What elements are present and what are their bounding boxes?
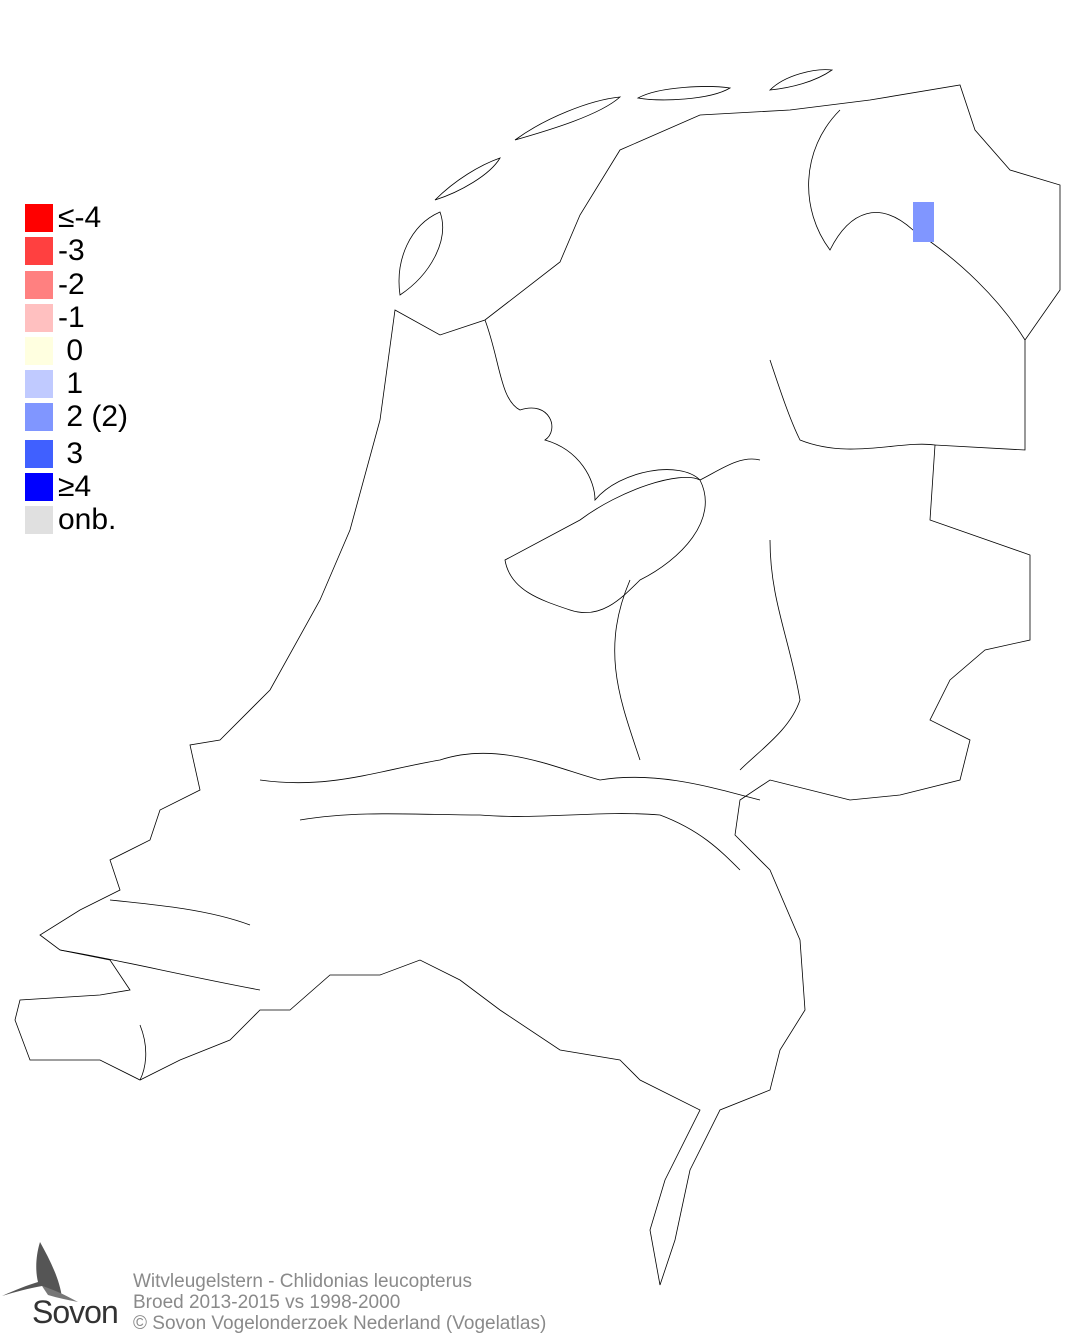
caption-title: Witvleugelstern - Chlidonias leucopterus	[133, 1271, 472, 1292]
island-ameland	[636, 86, 732, 101]
legend-item: ≤-4	[25, 201, 102, 234]
legend-label: ≤-4	[58, 201, 102, 234]
caption-copyright: © Sovon Vogelonderzoek Nederland (Vogela…	[133, 1313, 547, 1334]
island-terschelling	[514, 96, 622, 141]
map-caption: Witvleugelstern - Chlidonias leucopterus…	[133, 1271, 546, 1334]
legend-swatch	[25, 506, 53, 534]
ijsselmeer-border	[484, 319, 761, 502]
swallow-icon	[2, 1242, 78, 1302]
legend-label: -2	[58, 268, 85, 301]
island-vlieland	[434, 157, 501, 201]
legend-item: 2 (2)	[25, 400, 129, 433]
legend-label: ≥4	[58, 470, 92, 503]
zeeland-inlets	[59, 899, 261, 1081]
legend-item: 3	[25, 437, 84, 470]
legend-label: 2 (2)	[58, 400, 129, 433]
province-borders	[614, 109, 1026, 771]
legend-swatch	[25, 440, 53, 468]
legend-item: onb.	[25, 503, 117, 536]
legend-item: -3	[25, 234, 85, 267]
mainland-outline	[14, 84, 1061, 1286]
legend-label: -1	[58, 301, 85, 334]
legend-swatch	[25, 304, 53, 332]
legend-item: 0	[25, 334, 84, 367]
legend-item: -1	[25, 301, 85, 334]
legend-swatch	[25, 237, 53, 265]
map-cell-class-2	[913, 202, 934, 242]
caption-subtitle: Broed 2013-2015 vs 1998-2000	[133, 1292, 401, 1313]
island-texel	[398, 211, 443, 296]
legend-label: 0	[58, 334, 84, 367]
legend-swatch	[25, 337, 53, 365]
legend-swatch	[25, 370, 53, 398]
legend-item: ≥4	[25, 470, 92, 503]
legend-swatch	[25, 271, 53, 299]
legend-label: 3	[58, 437, 84, 470]
legend-item: 1	[25, 367, 84, 400]
legend-swatch	[25, 204, 53, 232]
island-schiermonnikoog	[768, 69, 834, 91]
legend-item: -2	[25, 268, 85, 301]
legend-label: onb.	[58, 503, 117, 536]
rivers	[259, 752, 761, 871]
legend-swatch	[25, 403, 53, 431]
flevoland-border	[504, 477, 706, 614]
legend-label: -3	[58, 234, 85, 267]
legend-swatch	[25, 473, 53, 501]
logo-text: Sovon	[32, 1294, 119, 1330]
legend-label: 1	[58, 367, 84, 400]
sovon-logo	[0, 1240, 110, 1315]
